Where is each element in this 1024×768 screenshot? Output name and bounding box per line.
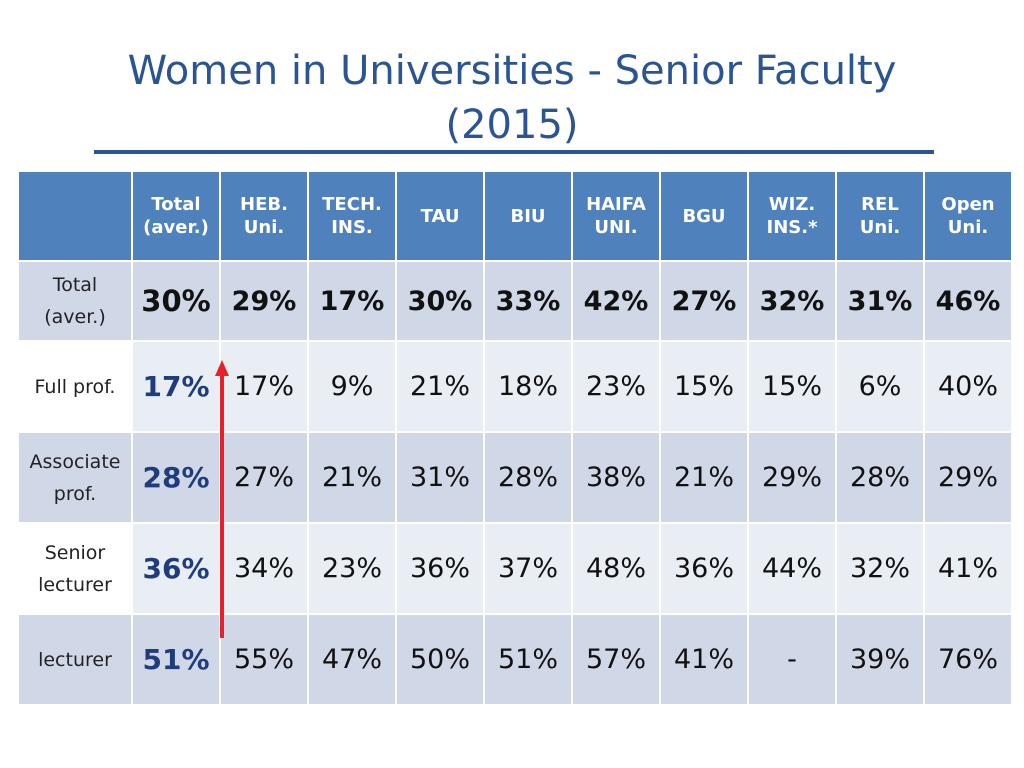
table-cell: 29% bbox=[747, 431, 837, 524]
table-cell: 30% bbox=[131, 260, 221, 342]
table-cell: 50% bbox=[395, 613, 485, 706]
column-header-open: Open Uni. bbox=[923, 170, 1013, 262]
table-cell: 27% bbox=[659, 260, 749, 342]
table-cell: 29% bbox=[219, 260, 309, 342]
table-cell: 29% bbox=[923, 431, 1013, 524]
row-label-lecturer: lecturer bbox=[17, 613, 133, 706]
table-cell: 36% bbox=[131, 522, 221, 615]
table-cell: 21% bbox=[659, 431, 749, 524]
up-arrow-icon bbox=[215, 360, 229, 638]
table-cell: 42% bbox=[571, 260, 661, 342]
table-cell: 41% bbox=[923, 522, 1013, 615]
title-underline bbox=[94, 150, 934, 154]
table-cell: 17% bbox=[131, 340, 221, 433]
table-cell: 46% bbox=[923, 260, 1013, 342]
column-header-biu: BIU bbox=[483, 170, 573, 262]
table-cell: 6% bbox=[835, 340, 925, 433]
table-row-total: Total (aver.) 30% 29% 17% 30% 33% 42% 27%… bbox=[17, 260, 1013, 342]
table-header-row: Total (aver.) HEB. Uni. TECH. INS. TAU BIU … bbox=[17, 170, 1013, 262]
table-row-associate-prof: Associate prof. 28% 27% 21% 31% 28% 38% 2… bbox=[17, 431, 1013, 524]
table-cell: 76% bbox=[923, 613, 1013, 706]
column-header-total: Total (aver.) bbox=[131, 170, 221, 262]
table-cell: 40% bbox=[923, 340, 1013, 433]
column-header-wiz: WIZ. INS.* bbox=[747, 170, 837, 262]
table-cell: 30% bbox=[395, 260, 485, 342]
row-label-total: Total (aver.) bbox=[17, 260, 133, 342]
table-cell: 38% bbox=[571, 431, 661, 524]
table-cell: 27% bbox=[219, 431, 309, 524]
table-row-senior-lecturer: Senior lecturer 36% 34% 23% 36% 37% 48% 3… bbox=[17, 522, 1013, 615]
table-cell: 17% bbox=[307, 260, 397, 342]
table-cell: 28% bbox=[131, 431, 221, 524]
column-header-haifa: HAIFA UNI. bbox=[571, 170, 661, 262]
table-cell: 55% bbox=[219, 613, 309, 706]
table-cell: 21% bbox=[307, 431, 397, 524]
row-label-senior-lecturer: Senior lecturer bbox=[17, 522, 133, 615]
table-cell: 32% bbox=[747, 260, 837, 342]
column-header-bgu: BGU bbox=[659, 170, 749, 262]
table-cell: 23% bbox=[571, 340, 661, 433]
table-cell: 23% bbox=[307, 522, 397, 615]
table-cell: 51% bbox=[483, 613, 573, 706]
row-label-associate-prof: Associate prof. bbox=[17, 431, 133, 524]
table-cell: 15% bbox=[747, 340, 837, 433]
header-corner bbox=[17, 170, 133, 262]
table-cell: 31% bbox=[835, 260, 925, 342]
table-cell: 28% bbox=[835, 431, 925, 524]
table-cell: 33% bbox=[483, 260, 573, 342]
table-cell: 21% bbox=[395, 340, 485, 433]
table-cell: 48% bbox=[571, 522, 661, 615]
table-cell: 47% bbox=[307, 613, 397, 706]
column-header-rel: REL Uni. bbox=[835, 170, 925, 262]
table-cell: 28% bbox=[483, 431, 573, 524]
table-cell: 44% bbox=[747, 522, 837, 615]
table-cell: 41% bbox=[659, 613, 749, 706]
column-header-tau: TAU bbox=[395, 170, 485, 262]
table-cell: 17% bbox=[219, 340, 309, 433]
table-cell: 36% bbox=[395, 522, 485, 615]
table-cell: 36% bbox=[659, 522, 749, 615]
table-cell: 18% bbox=[483, 340, 573, 433]
table-row-full-prof: Full prof. 17% 17% 9% 21% 18% 23% 15% 15… bbox=[17, 340, 1013, 433]
title-line-1: Women in Universities - Senior Faculty bbox=[127, 48, 897, 94]
faculty-table: Total (aver.) HEB. Uni. TECH. INS. TAU BIU … bbox=[17, 170, 1013, 706]
table-cell: 34% bbox=[219, 522, 309, 615]
table-cell: 32% bbox=[835, 522, 925, 615]
column-header-tech: TECH. INS. bbox=[307, 170, 397, 262]
table-cell: 15% bbox=[659, 340, 749, 433]
table-cell: - bbox=[747, 613, 837, 706]
slide-title: Women in Universities - Senior Faculty (… bbox=[0, 44, 1024, 152]
title-line-2: (2015) bbox=[445, 102, 579, 148]
table-cell: 39% bbox=[835, 613, 925, 706]
table-cell: 9% bbox=[307, 340, 397, 433]
column-header-heb: HEB. Uni. bbox=[219, 170, 309, 262]
table-cell: 51% bbox=[131, 613, 221, 706]
table-cell: 37% bbox=[483, 522, 573, 615]
table-cell: 57% bbox=[571, 613, 661, 706]
table-row-lecturer: lecturer 51% 55% 47% 50% 51% 57% 41% - 3… bbox=[17, 613, 1013, 706]
table-cell: 31% bbox=[395, 431, 485, 524]
row-label-full-prof: Full prof. bbox=[17, 340, 133, 433]
